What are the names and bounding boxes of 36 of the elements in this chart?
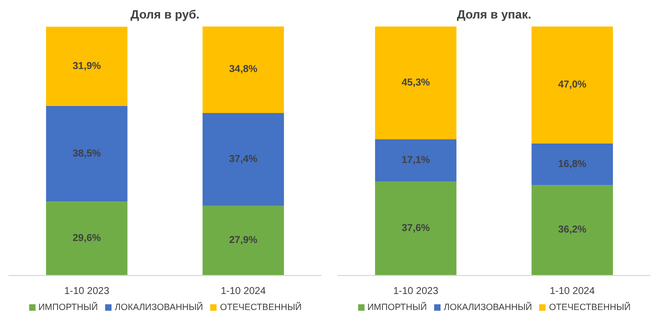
bar [46,106,128,202]
bar [202,26,284,113]
data-label: 47,0% [558,79,587,90]
data-label: 38,5% [72,148,102,160]
legend-label: ОТЕЧЕСТВЕННЫЙ [220,302,302,312]
data-label: 27,9% [229,235,258,246]
bar [46,202,128,276]
data-label: 31,9% [72,60,102,72]
bar [375,182,456,276]
data-label: 34,8% [229,64,258,76]
chart-title: Доля в упак. [456,8,532,22]
bar [375,139,456,182]
bar [532,143,613,186]
bar [202,112,284,206]
x-tick-label: 1-10 2023 [393,286,439,298]
bar [532,185,613,276]
bar [202,206,284,276]
x-tick-label: 1-10 2024 [220,286,266,298]
data-label: 16,8% [558,158,587,170]
data-label: 37,4% [229,154,258,165]
legend-label: ОТЕЧЕСТВЕННЫЙ [549,302,631,312]
bar [46,26,128,106]
x-tick-label: 1-10 2024 [550,286,596,298]
legend-label: ЛОКАЛИЗОВАННЫЙ [114,302,204,312]
data-label: 29,6% [72,232,102,244]
x-tick-label: 1-10 2023 [64,286,110,298]
data-label: 37,6% [402,222,430,234]
legend-label: ИМПОРТНЫЙ [367,302,427,312]
data-label: 45,3% [402,77,430,88]
legend-label: ИМПОРТНЫЙ [38,302,98,312]
data-label: 17,1% [402,154,430,166]
legend-label: ЛОКАЛИЗОВАННЫЙ [444,302,532,312]
bar [532,26,613,144]
data-label: 36,2% [558,224,587,236]
chart-title: Доля в руб. [130,8,200,22]
bar [375,26,456,140]
